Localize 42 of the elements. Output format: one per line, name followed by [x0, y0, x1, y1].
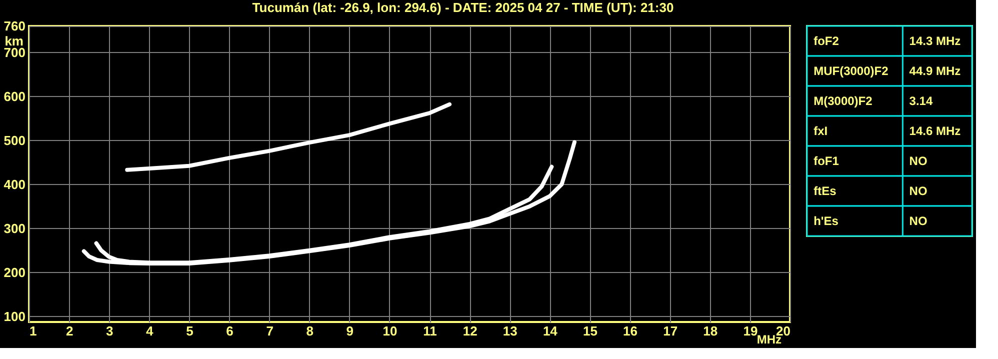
text: 3.14	[909, 94, 933, 108]
x-tick-label: 1	[30, 324, 37, 338]
x-tick-label: 17	[663, 324, 678, 338]
x-tick-label: 9	[346, 324, 354, 338]
x-tick-label: 15	[583, 324, 598, 338]
x-tick-label: 7	[266, 324, 274, 338]
y-tick-label: 400	[4, 176, 26, 192]
text: 14.3 MHz	[909, 34, 961, 48]
text: M(3000)F2	[814, 94, 873, 108]
text: NO	[909, 214, 928, 228]
text: NO	[909, 154, 928, 168]
y-tick-label: 760	[4, 18, 26, 34]
text: fxI	[814, 124, 828, 138]
x-tick-label: 12	[462, 324, 478, 338]
x-tick-label: 3	[106, 324, 114, 338]
text: 14.6 MHz	[909, 124, 961, 138]
x-tick-label: 18	[703, 324, 718, 338]
x-tick-label: 6	[226, 324, 234, 338]
x-tick-label: 10	[382, 324, 398, 338]
x-tick-label: 14	[542, 324, 558, 338]
x-tick-label: 20	[776, 324, 790, 338]
x-tick-label: 8	[306, 324, 314, 338]
text: MUF(3000)F2	[814, 64, 889, 78]
x-tick-label: 11	[423, 324, 437, 338]
x-tick-label: 4	[146, 324, 154, 338]
x-tick-label: 5	[186, 324, 194, 338]
text: foF2	[814, 34, 840, 48]
x-tick-label: 2	[66, 324, 74, 338]
x-tick-label: 19	[743, 324, 758, 338]
text: foF1	[814, 154, 840, 168]
x-tick-label: 13	[502, 324, 518, 338]
x-tick-label: 16	[623, 324, 638, 338]
text: h'Es	[814, 214, 839, 228]
text: 44.9 MHz	[909, 64, 961, 78]
text: NO	[909, 184, 928, 198]
y-tick-label: 600	[4, 88, 26, 104]
y-tick-label: 300	[4, 220, 26, 236]
y-tick-label: 500	[4, 132, 26, 148]
y-tick-label: 100	[4, 308, 26, 324]
y-tick-label: 200	[4, 264, 26, 280]
chart-title: Tucumán (lat: -26.9, lon: 294.6) - DATE: 2025 04 27 - TIME (UT): 21:30	[252, 0, 674, 15]
text: ftEs	[814, 184, 837, 198]
